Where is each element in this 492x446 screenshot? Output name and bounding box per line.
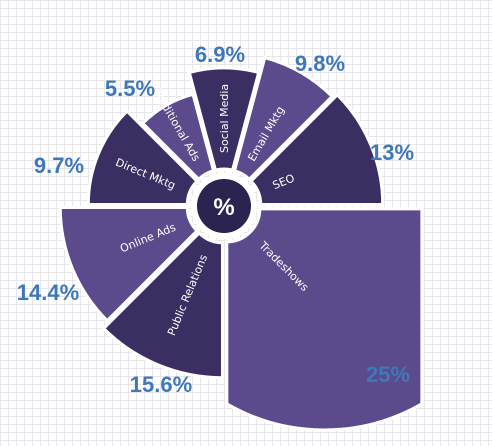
pie-slice-email-mktg [232,55,335,182]
pie-slice-traditional-ads [140,92,216,182]
value-label-traditional-ads: 5.5% [105,76,155,101]
slice-label-social-media: Social Media [218,84,231,153]
value-label-tradeshows: 25% [366,362,410,387]
pie-slice-direct-mktg [86,109,200,206]
pie-slice-tradeshows [225,207,424,432]
value-label-online-ads: 14.4% [17,280,79,305]
value-label-direct-mktg: 9.7% [34,153,84,178]
pie-slice-public-relations [101,230,224,380]
value-label-public-relations: 15.6% [130,372,192,397]
pie-slice-social-media [187,66,261,172]
value-label-email-mktg: 9.8% [295,51,345,76]
value-label-social-media: 6.9% [195,42,245,67]
pie-segments [58,55,424,432]
value-label-seo: 13% [370,140,414,165]
pie-slice-seo [248,92,385,206]
center-label: % [213,194,234,221]
center-disc [197,179,251,233]
percent-labels: 13% 25% 15.6% 14.4% 9.7% 5.5% 6.9% 9.8% [17,42,414,397]
pie-slice-online-ads [58,206,200,323]
